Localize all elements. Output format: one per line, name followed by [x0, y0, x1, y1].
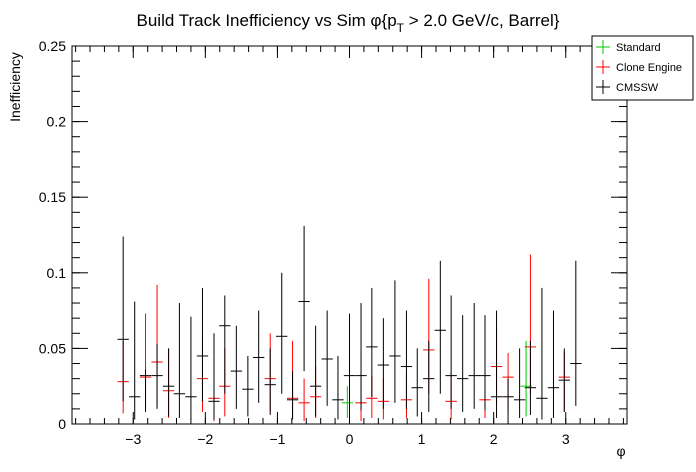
data-point	[479, 315, 491, 411]
y-tick-label: 0.2	[47, 114, 67, 130]
series-standard	[341, 340, 532, 418]
data-point	[502, 378, 514, 418]
x-tick-label: −3	[125, 431, 141, 447]
chart-title-subscript: T	[397, 21, 405, 35]
data-point	[185, 316, 197, 420]
data-point	[253, 310, 265, 403]
data-point	[570, 260, 582, 406]
legend-entry: Standard	[596, 40, 661, 54]
data-point	[389, 280, 401, 403]
data-point	[173, 303, 186, 418]
legend-entry: CMSSW	[596, 80, 659, 94]
data-point	[276, 272, 288, 394]
y-tick-label: 0.1	[47, 265, 67, 281]
y-tick-label: 0.25	[39, 38, 66, 54]
chart-title-tail: > 2.0 GeV/c, Barrel}	[404, 11, 560, 30]
data-point	[332, 355, 344, 420]
data-point	[468, 303, 480, 409]
legend-entry: Clone Engine	[596, 60, 682, 74]
chart-title-main: Build Track Inefficiency vs Sim φ{p	[137, 11, 397, 30]
y-tick-label: 0	[58, 416, 66, 432]
data-point	[341, 386, 353, 418]
data-point	[286, 371, 299, 420]
series-cmssw	[117, 225, 582, 420]
data-point	[524, 340, 537, 415]
data-point	[196, 287, 209, 402]
data-point	[208, 333, 220, 420]
data-point	[139, 369, 152, 412]
data-point	[242, 355, 254, 417]
x-tick-label: 1	[418, 431, 426, 447]
data-point	[536, 287, 548, 420]
data-point	[400, 310, 413, 409]
data-point	[343, 313, 356, 412]
data-point	[309, 325, 322, 417]
data-point	[377, 318, 390, 409]
data-point	[513, 348, 526, 418]
legend-label: Standard	[616, 42, 661, 54]
legend-label: CMSSW	[616, 82, 659, 94]
axes: −3 −2 −1 0 1 2 3 0 0.05 0.1 0.15 0.2 0.25	[39, 38, 628, 447]
data-point	[457, 315, 469, 412]
x-tick-label: −2	[197, 431, 213, 447]
y-axis-label: Inefficiency	[7, 52, 23, 122]
data-point	[423, 340, 435, 412]
x-tick-label: 2	[490, 431, 498, 447]
data-point	[366, 287, 378, 397]
data-point	[547, 310, 560, 418]
chart-title: Build Track Inefficiency vs Sim φ{pT > 2…	[137, 11, 560, 35]
data-point	[445, 295, 457, 409]
data-point	[411, 348, 423, 417]
data-point	[321, 310, 333, 406]
data-point	[219, 295, 231, 394]
x-tick-label: 3	[562, 431, 570, 447]
x-tick-label: 0	[346, 431, 354, 447]
data-point	[264, 348, 276, 415]
data-point	[558, 348, 570, 412]
data-point	[355, 303, 367, 411]
data-point	[298, 378, 310, 421]
series-clone-engine	[117, 254, 570, 421]
legend-label: Clone Engine	[616, 62, 682, 74]
data-point	[162, 348, 175, 417]
y-tick-label: 0.15	[39, 189, 66, 205]
data-point	[520, 340, 532, 417]
data-point	[490, 310, 503, 418]
data-point	[298, 225, 310, 372]
x-tick-label: −1	[269, 431, 285, 447]
legend: Standard Clone Engine CMSSW	[591, 35, 694, 101]
data-point	[230, 325, 242, 409]
data-point	[151, 343, 163, 409]
x-axis-label: φ	[616, 443, 625, 459]
data-point	[117, 236, 129, 402]
data-point	[434, 260, 446, 394]
y-tick-label: 0.05	[39, 340, 66, 356]
data-marks	[117, 225, 582, 421]
data-point	[129, 301, 141, 420]
